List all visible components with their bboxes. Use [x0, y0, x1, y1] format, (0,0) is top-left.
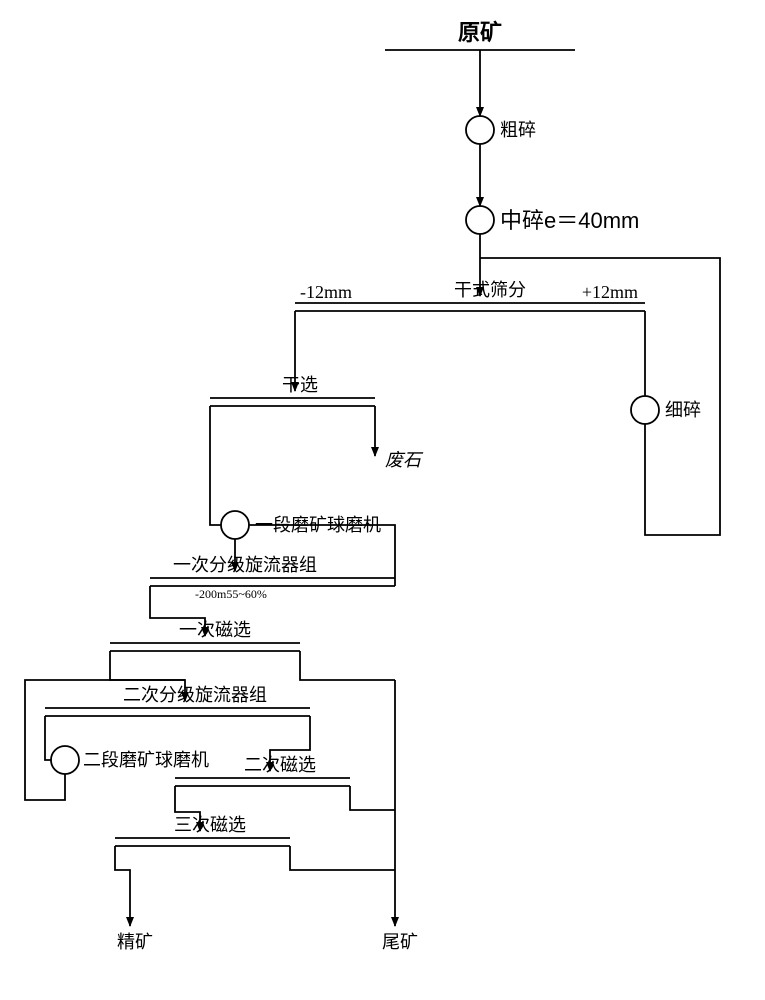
- label-mill2: 二段磨矿球磨机: [83, 750, 209, 770]
- node-mid-crush: [466, 206, 494, 234]
- edge-mag3-conc: [115, 846, 130, 926]
- label-dry-sep: 干选: [282, 375, 318, 395]
- label-dry-screen: 干式筛分: [454, 280, 526, 300]
- edge-mag2-tails: [350, 786, 395, 810]
- title-raw-ore: 原矿: [458, 20, 502, 45]
- node-mill2: [51, 746, 79, 774]
- label-fine-crush: 细碎: [665, 400, 701, 420]
- process-flowchart: 原矿 粗碎 中碎e＝40mm 干式筛分 -12mm +12mm 细碎 干选 废石…: [0, 0, 765, 1000]
- label-cyclone2: 二次分级旋流器组: [123, 685, 267, 705]
- label-mid-crush: 中碎e＝40mm: [500, 208, 639, 233]
- edge-mag3-tails: [290, 846, 395, 870]
- label-magsep1: 一次磁选: [179, 620, 251, 640]
- node-mill1: [221, 511, 249, 539]
- label-waste: 废石: [385, 450, 424, 470]
- label-concentrate: 精矿: [117, 932, 153, 952]
- label-minus12: -12mm: [300, 282, 352, 302]
- label-magsep3: 三次磁选: [174, 815, 246, 835]
- label-cyclone1: 一次分级旋流器组: [173, 555, 317, 575]
- label-cyclone1-sub: -200m55~60%: [195, 587, 267, 601]
- label-plus12: +12mm: [582, 282, 638, 302]
- label-tailings: 尾矿: [382, 932, 418, 952]
- edge-mag1-tails: [300, 651, 395, 680]
- edge-cyc2-mill2: [45, 716, 51, 760]
- label-magsep2: 二次磁选: [244, 755, 316, 775]
- node-fine-crush: [631, 396, 659, 424]
- node-coarse-crush: [466, 116, 494, 144]
- edge-drysep-mill1: [210, 406, 221, 525]
- label-coarse-crush: 粗碎: [500, 120, 536, 140]
